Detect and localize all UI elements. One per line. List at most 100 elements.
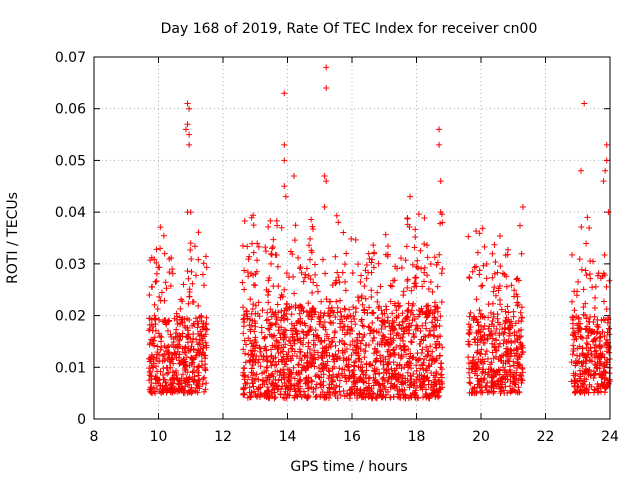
data-point xyxy=(570,342,577,349)
data-point xyxy=(168,356,175,363)
data-point xyxy=(379,311,386,318)
data-point xyxy=(334,374,341,381)
data-point xyxy=(430,355,437,362)
data-point xyxy=(342,278,349,285)
data-point xyxy=(250,249,257,256)
data-point xyxy=(490,311,497,318)
data-point xyxy=(483,382,490,389)
data-point xyxy=(429,288,436,295)
data-point xyxy=(415,313,422,320)
data-point xyxy=(152,327,159,334)
data-point xyxy=(334,309,341,316)
data-point xyxy=(283,358,290,365)
data-point xyxy=(289,251,296,258)
data-point xyxy=(184,268,191,275)
data-point xyxy=(348,352,355,359)
data-point xyxy=(403,243,410,250)
data-point xyxy=(355,363,362,370)
data-point xyxy=(334,355,341,362)
data-point xyxy=(590,375,597,382)
data-point xyxy=(265,387,272,394)
data-point xyxy=(203,342,210,349)
data-point xyxy=(240,346,247,353)
data-point xyxy=(437,364,444,371)
data-point xyxy=(195,229,202,236)
data-point xyxy=(200,345,207,352)
data-point xyxy=(259,307,266,314)
data-point xyxy=(336,365,343,372)
data-point xyxy=(599,371,606,378)
data-point xyxy=(147,368,154,375)
data-point xyxy=(339,372,346,379)
data-point xyxy=(498,388,505,395)
data-point xyxy=(251,337,258,344)
data-point xyxy=(356,390,363,397)
data-point xyxy=(259,381,266,388)
data-point xyxy=(603,157,610,164)
data-point xyxy=(296,389,303,396)
data-point xyxy=(573,352,580,359)
data-point xyxy=(371,327,378,334)
data-point xyxy=(367,326,374,333)
data-point xyxy=(273,217,280,224)
data-point xyxy=(252,375,259,382)
data-point xyxy=(312,261,319,268)
data-point xyxy=(264,309,271,316)
data-point xyxy=(368,259,375,266)
data-point xyxy=(188,255,195,262)
data-point xyxy=(331,384,338,391)
data-point xyxy=(589,284,596,291)
data-point xyxy=(571,377,578,384)
data-point xyxy=(186,286,193,293)
data-point xyxy=(492,369,499,376)
data-point xyxy=(584,214,591,221)
data-point xyxy=(364,309,371,316)
data-point xyxy=(241,286,248,293)
data-point xyxy=(296,377,303,384)
data-point xyxy=(398,365,405,372)
data-point xyxy=(466,274,473,281)
data-point xyxy=(384,339,391,346)
data-point xyxy=(255,376,262,383)
y-tick-label: 0.05 xyxy=(55,153,86,169)
data-point xyxy=(402,315,409,322)
data-point xyxy=(415,211,422,218)
data-point xyxy=(511,369,518,376)
data-point xyxy=(400,330,407,337)
data-point xyxy=(196,340,203,347)
data-point xyxy=(317,309,324,316)
data-point xyxy=(266,326,273,333)
data-point xyxy=(296,265,303,272)
data-point xyxy=(151,342,158,349)
data-point xyxy=(602,385,609,392)
data-point xyxy=(389,283,396,290)
data-point xyxy=(353,305,360,312)
data-point xyxy=(425,286,432,293)
data-point xyxy=(153,270,160,277)
data-point xyxy=(321,172,328,179)
data-point xyxy=(157,245,164,252)
data-point xyxy=(277,391,284,398)
data-point xyxy=(307,325,314,332)
data-point xyxy=(509,388,516,395)
data-point xyxy=(305,272,312,279)
data-point xyxy=(240,391,247,398)
data-point xyxy=(476,230,483,237)
data-point xyxy=(495,356,502,363)
data-point xyxy=(467,380,474,387)
data-point xyxy=(307,235,314,242)
data-point xyxy=(422,319,429,326)
data-point xyxy=(504,389,511,396)
data-point xyxy=(505,309,512,316)
data-point xyxy=(203,380,210,387)
data-point xyxy=(430,323,437,330)
data-point xyxy=(267,306,274,313)
data-point xyxy=(323,296,330,303)
data-point xyxy=(582,312,589,319)
data-point xyxy=(346,367,353,374)
data-point xyxy=(184,324,191,331)
data-point xyxy=(184,100,191,107)
data-point xyxy=(417,247,424,254)
data-point xyxy=(489,349,496,356)
